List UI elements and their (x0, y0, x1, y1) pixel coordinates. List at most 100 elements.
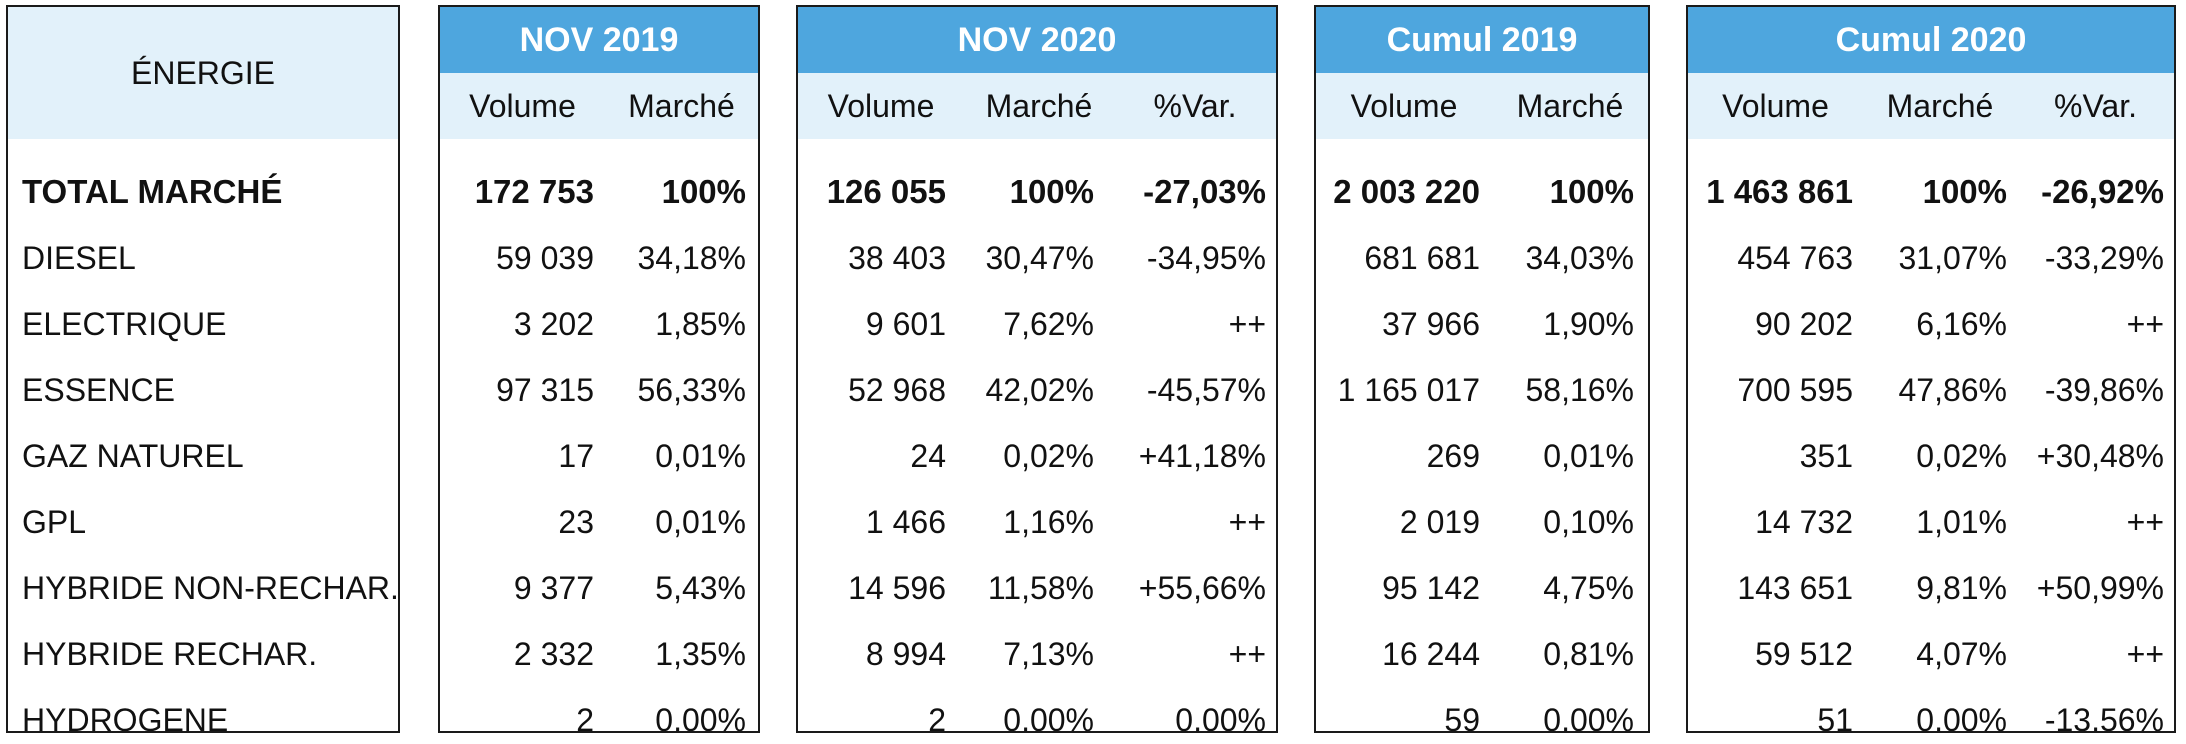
var-header: %Var. (1153, 87, 1237, 124)
energy-panel: ÉNERGIE TOTAL MARCHÉ DIESEL ELECTRIQUE ESSE… (6, 5, 400, 733)
volume-cell: 454 763 (1737, 239, 1853, 276)
table-row: 23 0,01% (440, 489, 758, 555)
table-row: 59 0,00% (1316, 687, 1648, 733)
table-row: 269 0,01% (1316, 423, 1648, 489)
energy-row: DIESEL (8, 225, 398, 291)
group-nov-2019: NOV 2019 Volume Marché 172 753 100% 59 039… (438, 5, 760, 733)
energy-label: ESSENCE (22, 371, 175, 408)
volume-cell: 97 315 (496, 371, 594, 408)
energy-label: HYBRIDE NON-RECHAR. (22, 569, 399, 606)
volume-cell: 59 512 (1755, 635, 1853, 672)
var-cell: -33,29% (2044, 239, 2164, 276)
market-cell: 0,00% (655, 701, 746, 733)
table-row: 2 003 220 100% (1316, 159, 1648, 225)
table-row: 2 0,00% (440, 687, 758, 733)
group-title: Cumul 2020 (1688, 7, 2174, 73)
table-row: 126 055 100% -27,03% (798, 159, 1276, 225)
energy-row: HYBRIDE NON-RECHAR. (8, 555, 398, 621)
volume-cell: 2 003 220 (1333, 173, 1480, 210)
var-cell: -45,57% (1146, 371, 1266, 408)
volume-cell: 1 466 (865, 503, 946, 540)
volume-cell: 681 681 (1364, 239, 1480, 276)
var-cell: -34,95% (1146, 239, 1266, 276)
market-cell: 9,81% (1916, 569, 2007, 606)
var-cell: ++ (1228, 305, 1266, 342)
market-cell: 1,16% (1003, 503, 1094, 540)
table-row: 97 315 56,33% (440, 357, 758, 423)
var-cell: ++ (2126, 635, 2164, 672)
table-row: 59 039 34,18% (440, 225, 758, 291)
market-header: Marché (1516, 87, 1624, 124)
table-row: 24 0,02% +41,18% (798, 423, 1276, 489)
table-row: 2 019 0,10% (1316, 489, 1648, 555)
group-nov-2020: NOV 2020 Volume Marché %Var. 126 055 100%… (796, 5, 1278, 733)
market-cell: 7,62% (1003, 305, 1094, 342)
volume-cell: 1 165 017 (1337, 371, 1480, 408)
energy-row: HYDROGENE (8, 687, 398, 733)
volume-cell: 38 403 (848, 239, 946, 276)
energy-row: TOTAL MARCHÉ (8, 159, 398, 225)
var-cell: +55,66% (1138, 569, 1266, 606)
volume-header: Volume (469, 87, 576, 124)
group-title: NOV 2020 (798, 7, 1276, 73)
energy-label: ELECTRIQUE (22, 305, 227, 342)
volume-cell: 172 753 (474, 173, 594, 210)
volume-cell: 2 (576, 701, 594, 733)
table-row: 3 202 1,85% (440, 291, 758, 357)
energy-row: HYBRIDE RECHAR. (8, 621, 398, 687)
volume-header: Volume (1722, 87, 1829, 124)
volume-cell: 14 596 (848, 569, 946, 606)
var-cell: -39,86% (2044, 371, 2164, 408)
market-cell: 4,75% (1543, 569, 1634, 606)
market-cell: 0,01% (1543, 437, 1634, 474)
sub-header-row: Volume Marché (440, 73, 758, 139)
energy-row: ELECTRIQUE (8, 291, 398, 357)
market-cell: 0,00% (1543, 701, 1634, 733)
volume-cell: 52 968 (848, 371, 946, 408)
var-cell: ++ (2126, 503, 2164, 540)
volume-cell: 23 (558, 503, 594, 540)
market-cell: 42,02% (985, 371, 1094, 408)
var-cell: ++ (1228, 503, 1266, 540)
market-cell: 4,07% (1916, 635, 2007, 672)
market-cell: 47,86% (1898, 371, 2007, 408)
var-cell: ++ (1228, 635, 1266, 672)
volume-cell: 143 651 (1737, 569, 1853, 606)
energy-header: ÉNERGIE (8, 7, 398, 139)
group-rows: 172 753 100% 59 039 34,18% 3 202 1,85% 97 315 5… (440, 139, 758, 733)
market-cell: 0,00% (1916, 701, 2007, 733)
table-row: 51 0,00% -13,56% (1688, 687, 2174, 733)
group-cumul-2020: Cumul 2020 Volume Marché %Var. 1 463 861… (1686, 5, 2176, 733)
var-cell: +50,99% (2036, 569, 2164, 606)
market-cell: 100% (661, 173, 746, 210)
market-cell: 0,00% (1003, 701, 1094, 733)
market-cell: 56,33% (637, 371, 746, 408)
table-row: 38 403 30,47% -34,95% (798, 225, 1276, 291)
market-cell: 11,58% (987, 569, 1094, 606)
table-row: 1 466 1,16% ++ (798, 489, 1276, 555)
energy-label: TOTAL MARCHÉ (22, 173, 283, 210)
energy-label: HYDROGENE (22, 701, 229, 733)
market-cell: 34,03% (1525, 239, 1634, 276)
group-rows: 2 003 220 100% 681 681 34,03% 37 966 1,90% 1 1… (1316, 139, 1648, 733)
energy-label: DIESEL (22, 239, 136, 276)
var-cell: -26,92% (2041, 173, 2164, 210)
energy-label: GAZ NATUREL (22, 437, 244, 474)
volume-cell: 17 (558, 437, 594, 474)
table-row: 172 753 100% (440, 159, 758, 225)
market-cell: 0,02% (1003, 437, 1094, 474)
table-row: 681 681 34,03% (1316, 225, 1648, 291)
energy-label: HYBRIDE RECHAR. (22, 635, 318, 672)
table-row: 17 0,01% (440, 423, 758, 489)
volume-cell: 95 142 (1382, 569, 1480, 606)
volume-cell: 59 (1444, 701, 1480, 733)
energy-row: ESSENCE (8, 357, 398, 423)
energy-row: GPL (8, 489, 398, 555)
var-header: %Var. (2054, 87, 2137, 124)
var-cell: +41,18% (1138, 437, 1266, 474)
table-row: 454 763 31,07% -33,29% (1688, 225, 2174, 291)
volume-cell: 9 377 (513, 569, 594, 606)
market-cell: 0,81% (1543, 635, 1634, 672)
market-cell: 1,90% (1543, 305, 1634, 342)
table-row: 9 601 7,62% ++ (798, 291, 1276, 357)
